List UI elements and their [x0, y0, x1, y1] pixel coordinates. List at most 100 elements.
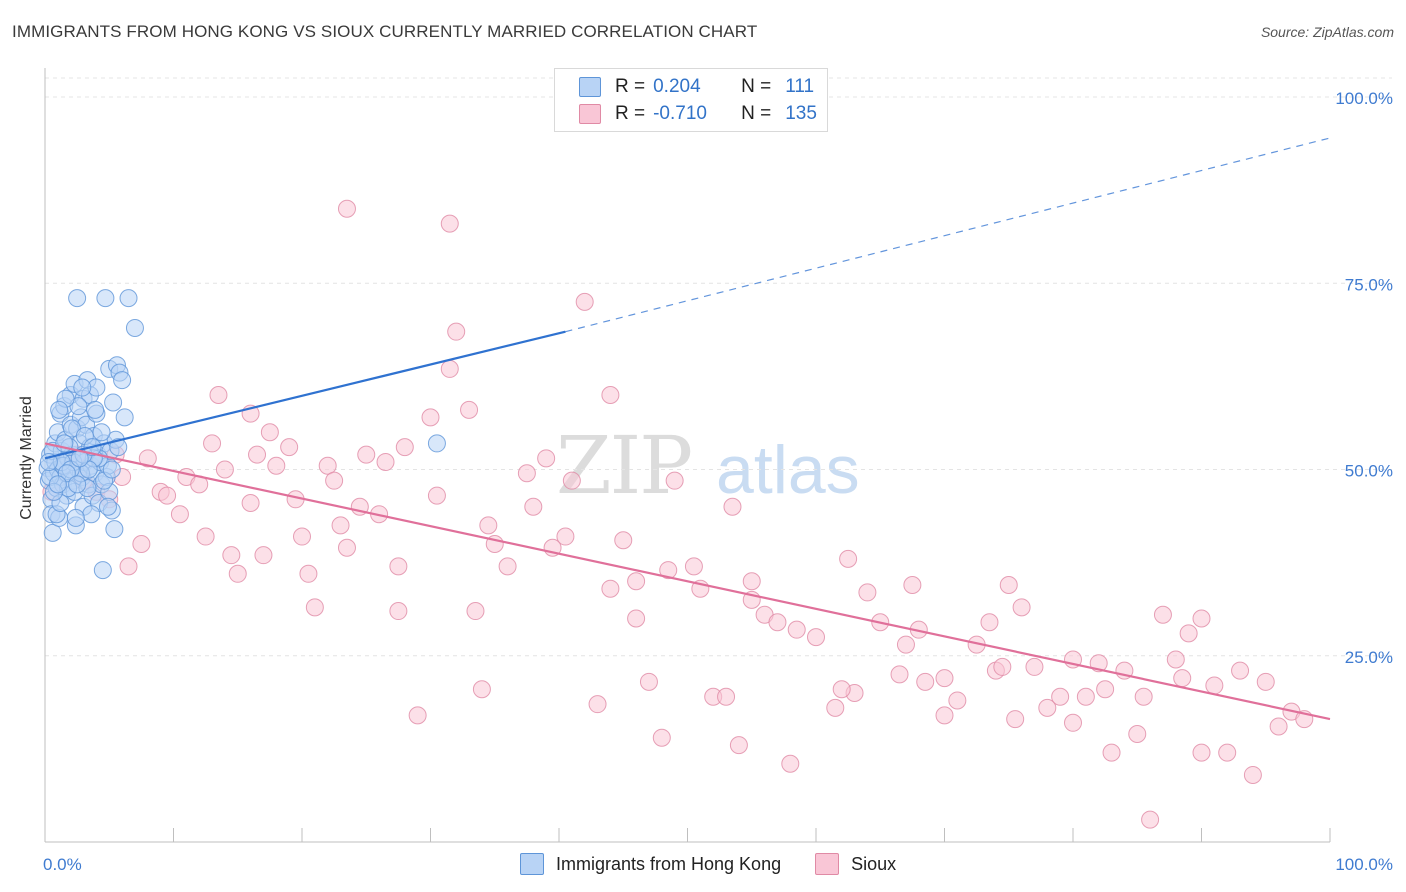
point-sioux [1231, 661, 1250, 680]
point-hong-kong [39, 453, 58, 472]
point-sioux [305, 598, 324, 617]
point-hong-kong [93, 561, 112, 580]
point-sioux [639, 672, 658, 691]
point-sioux [1012, 598, 1031, 617]
x-tick-label-min: 0.0% [43, 855, 82, 874]
point-hong-kong [102, 460, 121, 479]
point-sioux [427, 486, 446, 505]
point-hong-kong [68, 289, 87, 308]
point-sioux [209, 386, 228, 404]
point-sioux [684, 557, 703, 576]
y-tick-label: 75.0% [1345, 275, 1393, 294]
y-tick-label: 100.0% [1335, 89, 1393, 108]
point-sioux [222, 546, 241, 565]
point-sioux [228, 564, 247, 583]
legend-item-hong-kong[interactable]: Immigrants from Hong Kong [520, 853, 781, 875]
point-hong-kong [82, 505, 101, 524]
point-sioux [807, 628, 825, 647]
point-sioux [325, 471, 344, 490]
point-sioux [614, 531, 633, 550]
point-sioux [119, 557, 138, 576]
legend-n-value: 111 [785, 76, 815, 97]
point-sioux [993, 657, 1012, 676]
point-sioux [466, 602, 485, 621]
point-sioux [158, 486, 177, 505]
legend-r-value: -0.710 [653, 103, 707, 124]
point-sioux [138, 449, 157, 468]
point-sioux [832, 680, 851, 699]
y-tick-label: 50.0% [1345, 462, 1393, 481]
legend-item-sioux[interactable]: Sioux [815, 853, 896, 875]
point-sioux [440, 359, 459, 378]
point-hong-kong [73, 378, 92, 397]
trend-line-hong-kong-extension [565, 137, 1331, 333]
series-legend: Immigrants from Hong Kong Sioux [520, 853, 930, 875]
point-sioux [723, 497, 742, 516]
point-sioux [935, 669, 954, 688]
point-sioux [627, 609, 646, 628]
point-sioux [999, 575, 1018, 594]
trend-lines [44, 137, 1331, 721]
watermark-atlas: atlas [716, 432, 860, 508]
legend-label-hong-kong: Immigrants from Hong Kong [556, 853, 782, 874]
point-sioux [1192, 609, 1211, 628]
correlation-legend: R = 0.204 N = 111 R = -0.710 N = 135 [554, 68, 828, 132]
point-sioux [588, 695, 607, 714]
point-hong-kong [50, 400, 69, 419]
point-hong-kong [96, 289, 115, 308]
legend-row-sioux: R = -0.710 N = 135 [579, 103, 817, 125]
point-hong-kong [48, 475, 67, 494]
trend-line-sioux [44, 442, 1331, 721]
legend-n-label: N = [741, 103, 772, 124]
point-hong-kong [98, 497, 117, 516]
y-tick-label: 25.0% [1345, 648, 1393, 667]
point-sioux [839, 549, 858, 568]
point-sioux [1243, 765, 1262, 784]
point-hong-kong [119, 289, 138, 308]
point-sioux [556, 527, 575, 546]
point-sioux [1218, 743, 1237, 762]
point-hong-kong [105, 520, 124, 539]
point-hong-kong [427, 434, 446, 453]
point-sioux [562, 471, 581, 490]
grid-lines [45, 77, 1392, 657]
point-sioux [601, 386, 620, 404]
legend-row-hong-kong: R = 0.204 N = 111 [579, 76, 814, 98]
point-sioux [170, 505, 189, 524]
point-sioux [267, 456, 286, 475]
tick-labels: 25.0% 50.0% 75.0% 100.0% 0.0% 100.0% [43, 89, 1393, 874]
point-sioux [627, 572, 646, 591]
point-sioux [337, 538, 356, 557]
point-sioux [742, 572, 761, 591]
point-sioux [1256, 672, 1275, 691]
point-sioux [203, 434, 222, 453]
point-sioux [1153, 605, 1172, 624]
point-sioux [318, 456, 337, 475]
trend-line-hong-kong [44, 330, 566, 460]
point-sioux [1173, 669, 1192, 688]
point-sioux [472, 680, 491, 699]
point-sioux [1205, 676, 1224, 695]
point-sioux [1006, 710, 1025, 729]
point-sioux [916, 672, 935, 691]
point-sioux [717, 687, 736, 706]
point-sioux [1166, 650, 1185, 669]
point-sioux [781, 754, 800, 773]
point-sioux [826, 698, 845, 717]
point-sioux [331, 516, 350, 535]
point-hong-kong [92, 423, 111, 442]
point-sioux [241, 494, 260, 513]
point-sioux [903, 575, 922, 594]
point-sioux [498, 557, 517, 576]
point-sioux [280, 438, 299, 457]
point-sioux [729, 736, 748, 755]
point-sioux [248, 445, 267, 464]
point-sioux [858, 583, 877, 602]
legend-r-value: 0.204 [653, 76, 701, 97]
source-credit: Source: ZipAtlas.com [1260, 24, 1394, 40]
data-points [38, 199, 1314, 829]
watermark: ZIP atlas [556, 419, 860, 512]
point-sioux [517, 464, 536, 483]
point-sioux [1269, 717, 1288, 736]
